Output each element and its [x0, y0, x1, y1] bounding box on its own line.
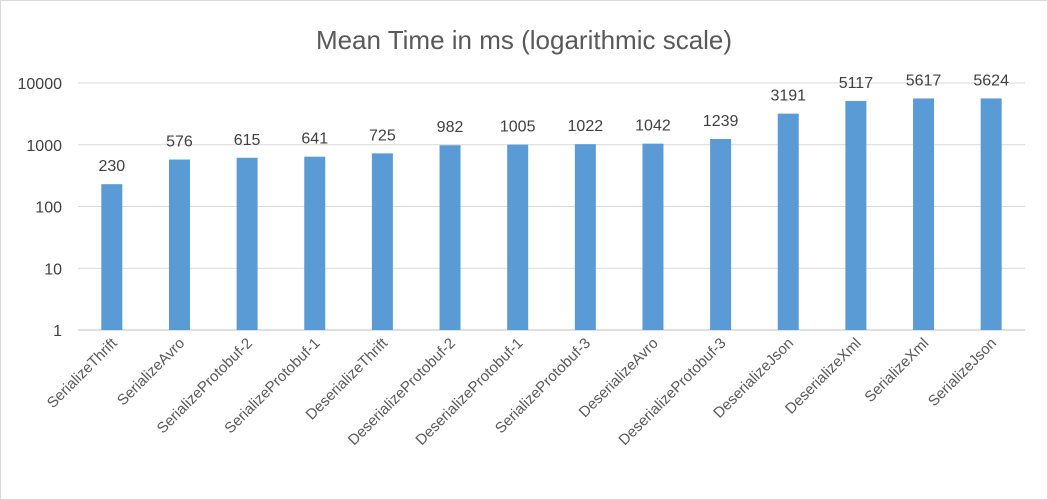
bar	[980, 98, 1002, 331]
data-label: 1042	[635, 118, 671, 135]
x-category-label: SerializeJson	[925, 335, 1000, 410]
bar	[574, 144, 596, 330]
chart-title: Mean Time in ms (logarithmic scale)	[316, 25, 732, 55]
data-label: 725	[369, 127, 396, 144]
bar	[439, 145, 461, 330]
y-tick-label: 1	[53, 323, 62, 340]
data-label: 1005	[500, 119, 536, 136]
data-label: 641	[301, 131, 328, 148]
bar	[642, 143, 664, 330]
y-tick-label: 10	[44, 261, 62, 278]
bar	[710, 139, 732, 330]
data-label: 3191	[770, 88, 806, 105]
y-tick-label: 10000	[18, 76, 63, 93]
data-label: 1022	[568, 118, 604, 135]
bar	[845, 100, 867, 331]
data-label: 1239	[703, 113, 739, 130]
data-label: 5117	[839, 75, 874, 92]
x-category-label: SerializeThrift	[44, 334, 121, 411]
data-label: 230	[98, 158, 125, 175]
x-category-label: SerializeXml	[861, 335, 932, 406]
bar	[168, 159, 190, 330]
data-label: 982	[437, 119, 464, 136]
data-label: 5617	[906, 72, 942, 89]
bar	[777, 113, 799, 330]
y-tick-label: 1000	[26, 138, 62, 155]
bar	[236, 157, 258, 330]
y-tick-label: 100	[35, 200, 62, 217]
data-label: 576	[166, 134, 193, 151]
bar	[913, 98, 935, 330]
bar	[101, 184, 123, 330]
bar	[371, 153, 393, 330]
bar	[507, 144, 529, 330]
x-category-label: SerializeAvro	[114, 335, 188, 409]
data-label: 615	[234, 132, 261, 149]
bar	[304, 156, 326, 330]
data-label: 5624	[973, 72, 1009, 89]
